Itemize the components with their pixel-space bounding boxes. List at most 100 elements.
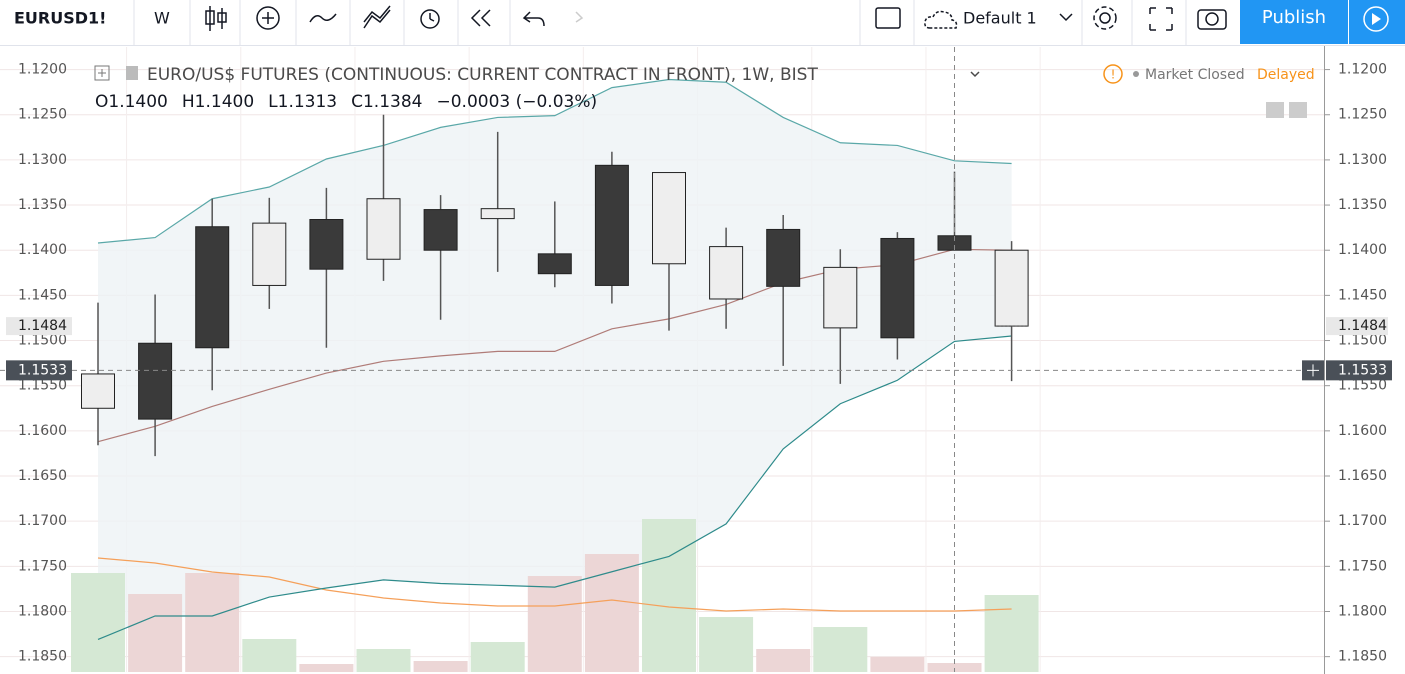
collapse-button[interactable] — [1266, 102, 1284, 118]
volume-bar — [71, 573, 125, 672]
legend-expand[interactable] — [94, 65, 110, 81]
chart: 1.1200 1.1200 1.1250 1.1250 1.1300 1.1300 1.13… — [0, 46, 1405, 674]
legend-dropdown[interactable] — [970, 71, 980, 78]
snapshot-icon[interactable] — [1197, 9, 1227, 30]
publish-button[interactable] — [1240, 0, 1348, 44]
alert-icon[interactable] — [420, 9, 440, 29]
layout-icon[interactable] — [875, 7, 901, 29]
candle-body — [594, 164, 629, 286]
play-icon[interactable] — [1363, 6, 1389, 32]
replay-icon[interactable] — [470, 9, 491, 27]
volume-bar — [356, 649, 411, 672]
y-tick-label: 1.1600 — [1338, 423, 1387, 439]
last-price-label-left: 1.1484 — [18, 318, 67, 334]
status-dot — [1133, 71, 1139, 77]
cloud-icon[interactable] — [924, 10, 958, 29]
volume-bar — [584, 554, 639, 672]
y-tick-label-left: 1.1300 — [18, 152, 67, 168]
candle-body — [81, 373, 115, 409]
indicators-icon[interactable] — [256, 6, 280, 30]
y-tick-label: 1.1350 — [1338, 197, 1387, 213]
candle-body — [766, 228, 801, 287]
y-tick-label-left: 1.1450 — [18, 287, 67, 303]
volume-bar — [870, 657, 925, 672]
volume-bar — [927, 663, 982, 672]
candle-body — [994, 249, 1029, 327]
legend-plus — [98, 69, 106, 77]
market-status: Market Closed — [1145, 67, 1245, 83]
candle-body — [537, 253, 572, 275]
indicator-lines — [97, 78, 1012, 641]
undo-icon[interactable] — [522, 11, 545, 27]
candle-body — [309, 219, 344, 270]
price-axis: 1.1200 1.1200 1.1250 1.1250 1.1300 1.1300 1.13… — [0, 46, 1392, 674]
crosshair-box — [1326, 360, 1392, 381]
candle-body — [423, 209, 458, 251]
ohlc-value: H1.1400 — [182, 92, 254, 112]
y-tick-label-left: 1.1800 — [18, 603, 67, 619]
toolbar-dividers — [133, 0, 1187, 45]
arrows-button[interactable] — [1289, 102, 1307, 118]
settings-icon[interactable] — [1093, 6, 1117, 30]
legend: EURO/US$ FUTURES (CONTINUOUS: CURRENT CO… — [94, 64, 1315, 118]
volume-bar — [756, 649, 811, 672]
candle-body — [880, 237, 915, 339]
ohlc-value: −0.0003 (−0.03%) — [436, 92, 597, 112]
toolbar-icons — [205, 5, 1227, 31]
publish-label[interactable]: Publish — [1262, 7, 1326, 28]
candle-body — [366, 198, 401, 260]
volume-bar — [185, 573, 240, 672]
band-line — [97, 78, 1012, 244]
volume-bar — [527, 576, 582, 672]
interval[interactable]: W — [154, 9, 170, 28]
y-tick-label-left: 1.1600 — [18, 423, 67, 439]
volume-bar — [984, 595, 1039, 672]
candles — [81, 114, 1029, 457]
band-line — [97, 335, 1012, 641]
templates-icon[interactable] — [363, 5, 391, 29]
volume-ma — [97, 557, 1012, 612]
candle-body — [823, 266, 858, 329]
y-tick-label-left: 1.1500 — [18, 333, 67, 349]
candle-body — [138, 342, 173, 420]
y-tick-label: 1.1250 — [1338, 107, 1387, 123]
y-tick-label: 1.1650 — [1338, 468, 1387, 484]
volume-bar — [642, 519, 696, 672]
volume-bar — [813, 627, 868, 672]
warning-icon[interactable] — [1103, 64, 1123, 84]
candle-body — [195, 226, 230, 349]
y-tick-label-left: 1.1200 — [18, 62, 67, 78]
ohlc-value: L1.1313 — [268, 92, 337, 112]
redo-icon[interactable] — [575, 11, 584, 23]
y-tick-label-left: 1.1400 — [18, 242, 67, 258]
toolbar: EURUSD1! W Default 1 Publish — [0, 0, 1405, 46]
y-tick-label-left: 1.1850 — [18, 649, 67, 665]
volume-bar — [299, 664, 354, 672]
crosshair-plus — [1307, 364, 1319, 377]
volume-bar — [699, 617, 754, 672]
last-price-box-left — [6, 317, 72, 336]
delayed-status: Delayed — [1257, 67, 1315, 83]
layout-name[interactable]: Default 1 — [963, 9, 1037, 28]
y-tick-label: 1.1800 — [1338, 603, 1387, 619]
last-price-box — [1326, 317, 1388, 336]
ohlc-value: C1.1384 — [351, 92, 422, 112]
legend-flag[interactable] — [126, 66, 138, 80]
bar-style-icon[interactable] — [205, 6, 227, 31]
y-tick-label: 1.1300 — [1338, 152, 1387, 168]
y-tick-label-left: 1.1250 — [18, 107, 67, 123]
last-price-label: 1.1484 — [1338, 318, 1387, 334]
compare-icon[interactable] — [309, 13, 337, 23]
crosshair-label: 1.1533 — [1338, 362, 1387, 378]
fullscreen-icon[interactable] — [1149, 7, 1173, 31]
ohlc-value: O1.1400 — [95, 92, 168, 112]
y-tick-label-left: 1.1350 — [18, 197, 67, 213]
y-tick-label-left: 1.1750 — [18, 558, 67, 574]
y-tick-label: 1.1850 — [1338, 649, 1387, 665]
volume-bar — [128, 594, 183, 672]
crosshair-label-left: 1.1533 — [18, 362, 67, 378]
layout-dropdown[interactable] — [1059, 13, 1073, 22]
symbol[interactable]: EURUSD1! — [14, 9, 106, 28]
play-triangle — [1372, 13, 1381, 25]
